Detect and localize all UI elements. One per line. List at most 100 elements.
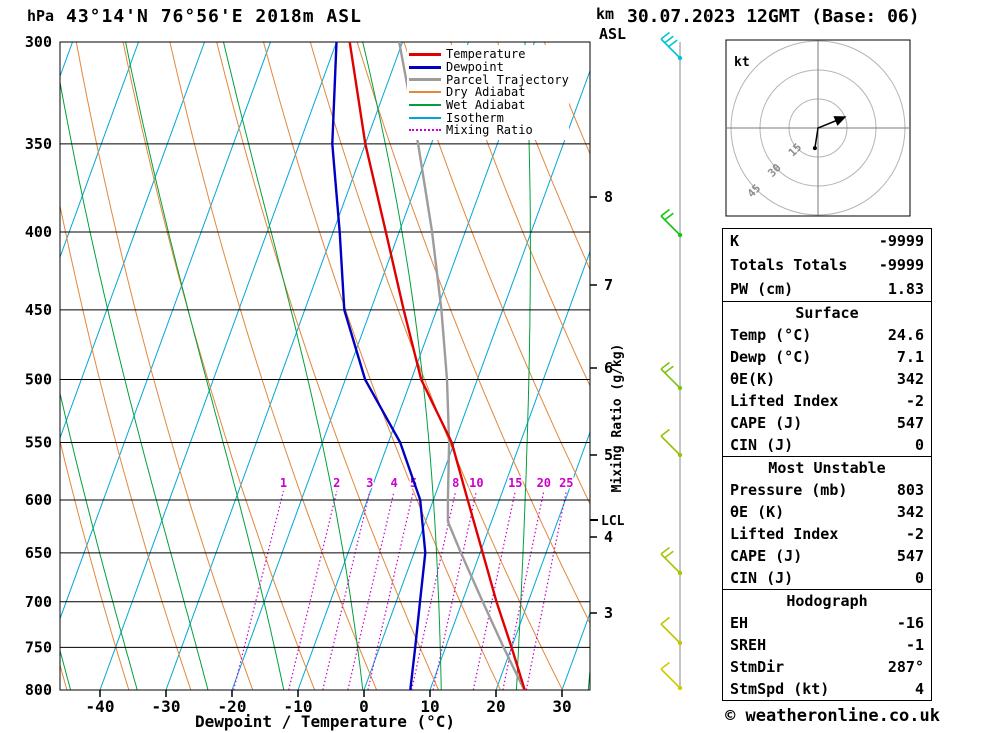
legend-label: Isotherm — [446, 110, 504, 125]
table-row: StmSpd (kt) 4 — [723, 678, 931, 700]
legend-swatch-wet-adiabat — [409, 104, 441, 107]
isotherm-line — [165, 42, 403, 690]
isotherm-line — [297, 42, 535, 690]
table-row-value: 342 — [896, 370, 924, 388]
pressure-tick-label: 800 — [25, 681, 52, 699]
table-section-indices: K -9999 Totals Totals -9999 PW (cm) 1.83 — [723, 229, 931, 302]
dry-adiabat-line — [60, 203, 192, 690]
pressure-tick-label: 750 — [25, 638, 52, 656]
wind-barb — [660, 546, 683, 576]
table-row-label: θE(K) — [730, 370, 776, 388]
table-row-label: Temp (°C) — [730, 326, 812, 344]
chart-legend: Temperature Dewpoint Parcel Trajectory Dry … — [407, 45, 569, 140]
indices-table: K -9999 Totals Totals -9999 PW (cm) 1.83 Surfa… — [722, 228, 932, 701]
km-tick-label: 5 — [604, 446, 613, 464]
asl-unit-label: ASL — [599, 25, 627, 43]
table-row: Lifted Index -2 — [723, 390, 931, 412]
table-section-hodograph: Hodograph EH -16 SREH -1 StmDir 287° StmSpd (kt… — [723, 590, 931, 700]
table-section-title: Surface — [795, 304, 859, 322]
legend-swatch-dewpoint — [409, 65, 441, 69]
legend-label: Mixing Ratio — [446, 123, 533, 138]
wind-barb-staff — [660, 623, 681, 644]
temp-tick-label: -30 — [152, 697, 181, 716]
wet-adiabat-line — [223, 42, 364, 690]
dry-adiabat-line — [497, 42, 590, 271]
hodograph-ring-label: 15 — [786, 141, 805, 160]
wind-barb-feather — [660, 208, 670, 217]
wind-barb-staff — [660, 215, 681, 236]
legend-item: Isotherm — [409, 111, 569, 124]
table-row: Dewp (°C) 7.1 — [723, 346, 931, 368]
legend-item: Wet Adiabat — [409, 99, 569, 112]
legend-swatch-parcel-trajectory — [409, 78, 441, 82]
table-row-value: 0 — [914, 436, 924, 454]
table-section-most-unstable: Most Unstable Pressure (mb) 803 θE (K) 342 Li… — [723, 457, 931, 590]
mixing-ratio-axis-label: Mixing Ratio (g/kg) — [610, 344, 625, 493]
legend-swatch-temperature — [409, 52, 441, 56]
lcl-label: LCL — [601, 514, 625, 529]
table-row-value: 287° — [887, 658, 924, 676]
wind-barb-feather — [664, 35, 674, 44]
chart-border — [59, 41, 591, 691]
dry-adiabat-line — [309, 42, 564, 690]
background-grid-layer: 1 2 3 4 5 8 10 15 20 25 — [60, 42, 590, 690]
mixing-ratio-line — [347, 490, 395, 690]
wind-barb — [660, 428, 683, 458]
wind-barb-staff — [660, 435, 681, 456]
wind-barb-feather — [668, 39, 678, 48]
temperature-trace — [348, 42, 526, 690]
table-row-value: -16 — [896, 614, 924, 632]
mixing-ratio-value-label: 15 — [508, 476, 522, 490]
table-row: θE (K) 342 — [723, 501, 931, 523]
mixing-ratio-line — [411, 490, 457, 690]
wind-barb — [660, 661, 683, 691]
table-row: StmDir 287° — [723, 656, 931, 678]
pressure-tick-label: 600 — [25, 491, 52, 509]
wind-barb — [660, 361, 683, 391]
wind-barb-feather — [660, 546, 670, 555]
table-row-label: Lifted Index — [730, 392, 839, 410]
mixing-ratio-value-label: 4 — [390, 476, 397, 490]
table-row-label: θE (K) — [730, 503, 785, 521]
table-row-value: 1.83 — [887, 280, 924, 298]
dry-adiabat-line — [75, 42, 254, 690]
wind-barb-staff — [660, 553, 681, 574]
isotherm-line — [429, 250, 590, 690]
legend-label: Parcel Trajectory — [446, 72, 569, 87]
hodograph-ring-label: 30 — [765, 161, 784, 180]
hodograph-unit-label: kt — [734, 55, 750, 70]
wet-adiabat-line — [60, 391, 138, 690]
wind-barb — [660, 31, 683, 61]
temp-tick-label: 10 — [420, 697, 439, 716]
legend-label: Temperature — [446, 47, 526, 62]
table-row: SREH -1 — [723, 634, 931, 656]
legend-swatch-isotherm — [409, 116, 441, 119]
wind-barb — [660, 208, 683, 238]
table-row: CAPE (J) 547 — [723, 545, 931, 567]
temp-tick-label: 30 — [552, 697, 571, 716]
mixing-ratio-value-label: 8 — [452, 476, 459, 490]
table-row-value: -1 — [905, 636, 924, 654]
legend-swatch-dry-adiabat — [409, 91, 441, 94]
table-row-label: SREH — [730, 636, 767, 654]
km-tick-label: 7 — [604, 276, 613, 294]
dry-adiabat-line — [450, 42, 590, 388]
table-row: Lifted Index -2 — [723, 523, 931, 545]
copyright-label: © weatheronline.co.uk — [725, 706, 940, 726]
table-row: EH -16 — [723, 612, 931, 634]
pressure-tick-label: 450 — [25, 301, 52, 319]
pressure-tick-label: 650 — [25, 544, 52, 562]
table-row-value: -9999 — [878, 232, 924, 250]
table-row-value: -2 — [905, 525, 924, 543]
legend-item: Parcel Trajectory — [409, 73, 569, 86]
wet-adiabat-line — [60, 79, 209, 690]
isotherm-line — [231, 42, 469, 690]
table-row: Temp (°C) 24.6 — [723, 324, 931, 346]
pressure-tick-label: 350 — [25, 135, 52, 153]
pressure-tick-label: 700 — [25, 593, 52, 611]
legend-item: Mixing Ratio — [409, 124, 569, 137]
table-row-label: Pressure (mb) — [730, 481, 848, 499]
pressure-tick-label: 300 — [25, 33, 52, 51]
